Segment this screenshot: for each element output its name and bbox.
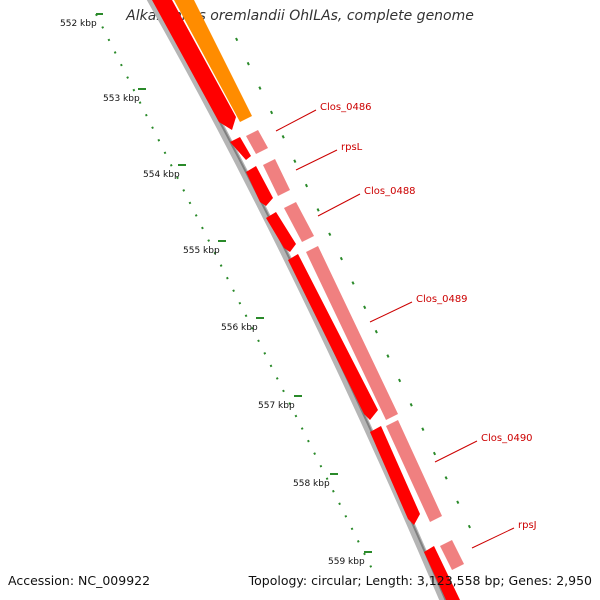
- gene-block-light: [246, 130, 268, 154]
- feature-track: [152, 0, 464, 600]
- accession-label: Accession: NC_009922: [8, 573, 151, 588]
- gene-block-light: [306, 246, 398, 420]
- topology-info: Topology: circular; Length: 3,123,558 bp…: [248, 573, 592, 588]
- label-leader: [369, 301, 413, 323]
- scale-ruler: 552 kbp 553 kbp 554 kbp 555 kbp 556 kbp …: [60, 13, 376, 576]
- gene-label: Clos_0488: [364, 186, 416, 197]
- scale-tick-label: 556 kbp: [221, 323, 258, 333]
- scale-tick-label: 555 kbp: [183, 246, 220, 256]
- gene-label: rpsL: [341, 142, 363, 153]
- gene-label: Clos_0489: [416, 294, 468, 305]
- gene-arrow-inner: [230, 137, 251, 160]
- map-title: Alkaliphilus oremlandii OhILAs, complete…: [126, 8, 474, 24]
- gene-block-orange: [174, 0, 252, 122]
- label-leader: [434, 440, 478, 463]
- scale-tick-label: 559 kbp: [328, 557, 365, 567]
- label-leader: [317, 193, 361, 217]
- gene-block-light: [386, 420, 442, 522]
- gene-labels: Clos_0486 rpsL Clos_0488 Clos_0489 Clos_…: [275, 102, 537, 549]
- scale-tick-label: 553 kbp: [103, 94, 140, 104]
- gene-arrow-inner: [424, 546, 460, 600]
- scale-tick-label: 552 kbp: [60, 19, 97, 29]
- label-leader: [295, 149, 338, 171]
- gene-arrow-inner: [288, 254, 378, 420]
- gene-arrow-inner: [266, 212, 296, 252]
- gene-arrow-inner: [246, 166, 273, 206]
- scale-tick-label: 558 kbp: [293, 479, 330, 489]
- gene-arrow-inner: [370, 426, 420, 525]
- gene-label: Clos_0490: [481, 433, 533, 444]
- scale-tick-label: 554 kbp: [143, 170, 180, 180]
- gene-arrow-inner: [152, 0, 236, 130]
- gene-block-light: [263, 159, 290, 196]
- gene-block-light: [440, 540, 464, 570]
- gene-label: rpsJ: [518, 520, 537, 531]
- gene-label: Clos_0486: [320, 102, 372, 113]
- scale-tick-label: 557 kbp: [258, 401, 295, 411]
- label-leader: [275, 109, 317, 132]
- label-leader: [471, 527, 515, 549]
- gene-block-light: [284, 202, 314, 242]
